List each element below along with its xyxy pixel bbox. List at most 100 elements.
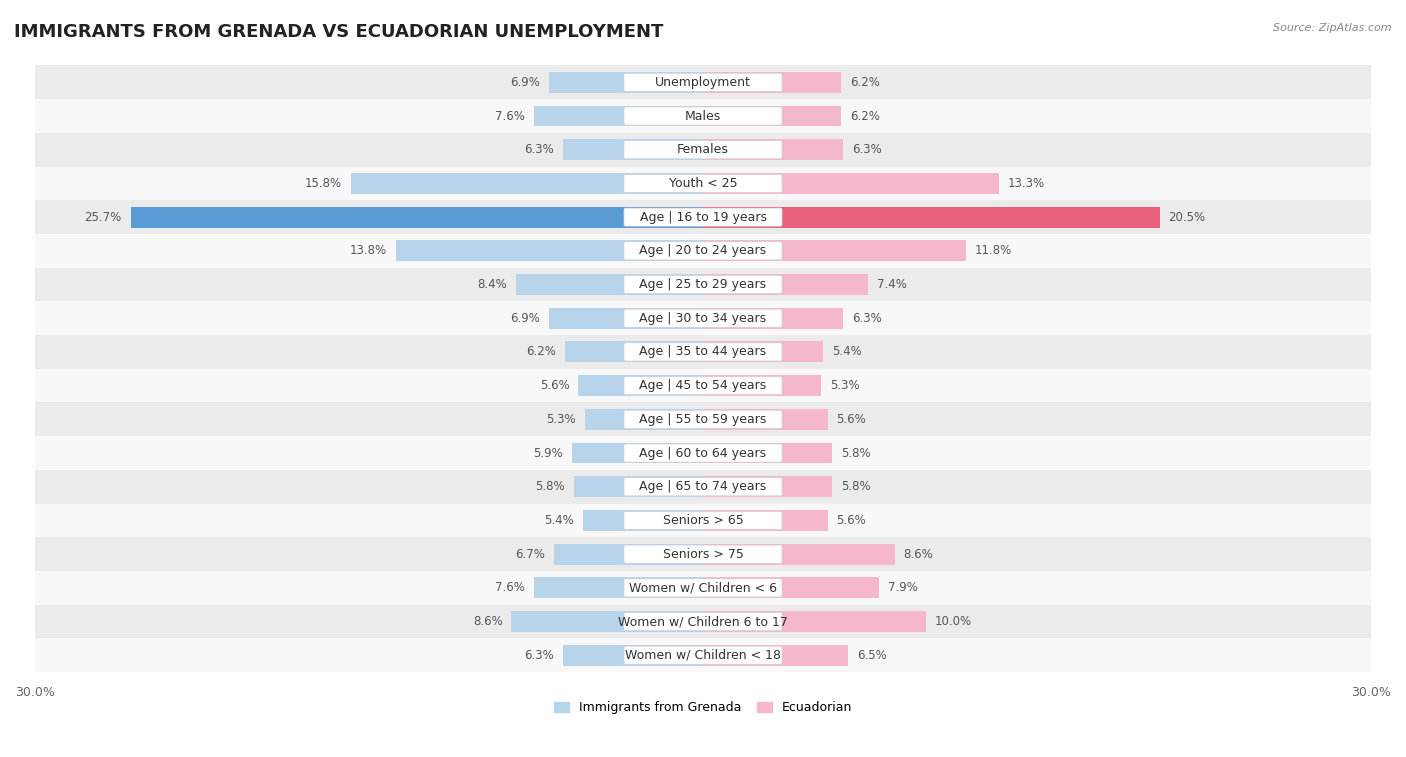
Text: 6.2%: 6.2% [526,345,555,359]
Text: Seniors > 75: Seniors > 75 [662,547,744,561]
Text: 13.3%: 13.3% [1008,177,1045,190]
Bar [703,476,832,497]
Bar [562,645,703,665]
FancyBboxPatch shape [624,612,782,631]
Text: 6.3%: 6.3% [524,143,554,156]
Text: 5.8%: 5.8% [841,447,870,459]
FancyBboxPatch shape [624,545,782,563]
Text: Women w/ Children < 18: Women w/ Children < 18 [626,649,780,662]
Bar [703,274,868,295]
Bar [534,105,703,126]
Bar [35,234,1371,268]
Bar [35,301,1371,335]
Bar [35,436,1371,470]
Bar [395,241,703,261]
Bar [131,207,703,228]
Text: 8.6%: 8.6% [472,615,502,628]
Text: Age | 65 to 74 years: Age | 65 to 74 years [640,480,766,494]
Bar [35,369,1371,403]
Text: 7.4%: 7.4% [877,278,907,291]
Text: 10.0%: 10.0% [935,615,972,628]
Text: 25.7%: 25.7% [84,210,122,223]
Text: Age | 16 to 19 years: Age | 16 to 19 years [640,210,766,223]
Text: Age | 35 to 44 years: Age | 35 to 44 years [640,345,766,359]
FancyBboxPatch shape [624,376,782,394]
Bar [550,72,703,93]
Bar [585,409,703,430]
FancyBboxPatch shape [624,141,782,159]
Text: 7.6%: 7.6% [495,581,524,594]
Text: 5.6%: 5.6% [837,514,866,527]
Text: 6.5%: 6.5% [856,649,886,662]
Bar [35,537,1371,571]
FancyBboxPatch shape [624,276,782,294]
Bar [703,173,1000,194]
Bar [565,341,703,363]
Bar [35,605,1371,638]
FancyBboxPatch shape [624,208,782,226]
Text: 5.4%: 5.4% [544,514,574,527]
Bar [703,544,894,565]
Bar [554,544,703,565]
FancyBboxPatch shape [624,444,782,463]
Text: 5.6%: 5.6% [540,379,569,392]
Bar [703,207,1160,228]
Text: 6.2%: 6.2% [851,110,880,123]
Text: 5.6%: 5.6% [837,413,866,426]
Bar [582,510,703,531]
Bar [703,578,879,598]
Bar [35,133,1371,167]
Legend: Immigrants from Grenada, Ecuadorian: Immigrants from Grenada, Ecuadorian [554,701,852,714]
Bar [703,611,925,632]
Bar [35,268,1371,301]
Text: Females: Females [678,143,728,156]
Text: 13.8%: 13.8% [350,245,387,257]
FancyBboxPatch shape [624,410,782,428]
Bar [703,443,832,463]
Bar [35,403,1371,436]
FancyBboxPatch shape [624,241,782,260]
Text: 8.4%: 8.4% [477,278,508,291]
Text: IMMIGRANTS FROM GRENADA VS ECUADORIAN UNEMPLOYMENT: IMMIGRANTS FROM GRENADA VS ECUADORIAN UN… [14,23,664,41]
Bar [516,274,703,295]
Text: 11.8%: 11.8% [974,245,1012,257]
Bar [562,139,703,160]
Text: 6.2%: 6.2% [851,76,880,89]
Text: 6.9%: 6.9% [510,312,540,325]
FancyBboxPatch shape [624,174,782,192]
Bar [35,201,1371,234]
Text: 6.3%: 6.3% [524,649,554,662]
FancyBboxPatch shape [624,646,782,665]
Bar [35,65,1371,99]
Bar [35,335,1371,369]
Bar [703,375,821,396]
FancyBboxPatch shape [624,343,782,361]
FancyBboxPatch shape [624,579,782,597]
Bar [703,241,966,261]
FancyBboxPatch shape [624,512,782,530]
Text: 5.9%: 5.9% [533,447,562,459]
Bar [703,72,841,93]
Text: Women w/ Children < 6: Women w/ Children < 6 [628,581,778,594]
Bar [703,105,841,126]
Text: Age | 30 to 34 years: Age | 30 to 34 years [640,312,766,325]
Text: 6.9%: 6.9% [510,76,540,89]
Text: 5.8%: 5.8% [536,480,565,494]
Text: 5.3%: 5.3% [547,413,576,426]
Text: 5.8%: 5.8% [841,480,870,494]
Bar [703,341,824,363]
Bar [35,470,1371,503]
Bar [35,167,1371,201]
FancyBboxPatch shape [624,107,782,125]
Text: Age | 45 to 54 years: Age | 45 to 54 years [640,379,766,392]
Text: Unemployment: Unemployment [655,76,751,89]
Text: Women w/ Children 6 to 17: Women w/ Children 6 to 17 [619,615,787,628]
FancyBboxPatch shape [624,478,782,496]
Text: Age | 25 to 29 years: Age | 25 to 29 years [640,278,766,291]
Bar [35,638,1371,672]
Text: Age | 20 to 24 years: Age | 20 to 24 years [640,245,766,257]
Text: 5.3%: 5.3% [830,379,859,392]
Text: Seniors > 65: Seniors > 65 [662,514,744,527]
Text: 6.7%: 6.7% [515,547,546,561]
Bar [35,99,1371,133]
